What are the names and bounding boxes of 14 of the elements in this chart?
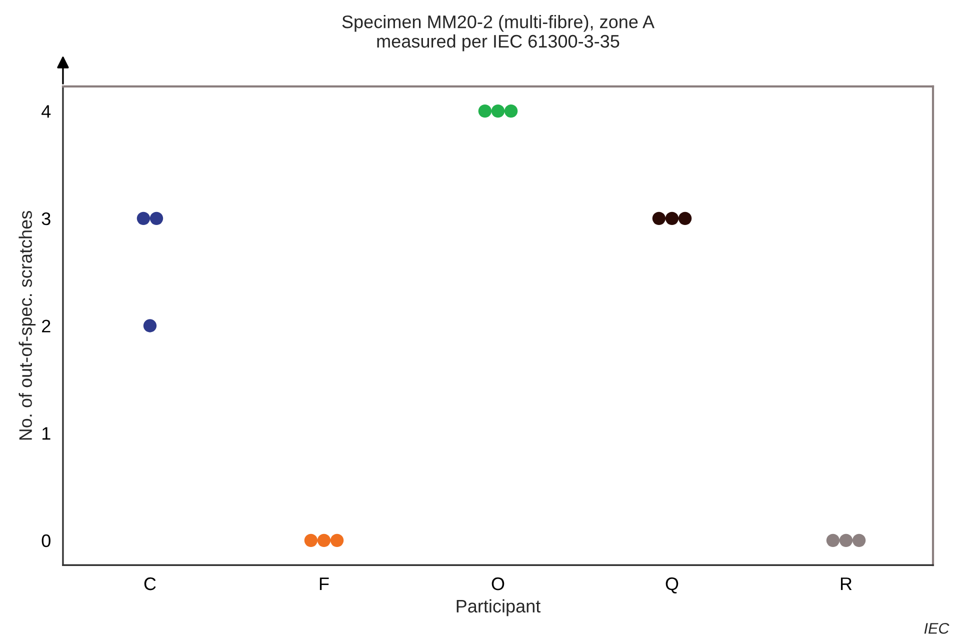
x-tick-label: O	[492, 577, 504, 590]
y-tick-label: 0	[42, 534, 50, 548]
x-tick-label: R	[840, 578, 852, 590]
x-axis-title: Participant	[456, 599, 541, 616]
chart-title: Specimen MM20-2 (multi-fibre), zone A measured per IEC 61300-3-35	[342, 14, 654, 52]
text: IEC	[924, 622, 950, 634]
x-tick-label: F	[320, 578, 329, 590]
x-tick-label: Q	[666, 577, 678, 594]
y-tick-label: 4	[42, 105, 51, 118]
y-tick-label: 2	[42, 320, 50, 332]
y-axis-title: No. of out-of-spec. scratches	[18, 211, 36, 440]
y-tick-label: 1	[42, 427, 50, 440]
y-tick-label: 3	[42, 212, 50, 226]
x-tick-label: C	[144, 577, 156, 590]
